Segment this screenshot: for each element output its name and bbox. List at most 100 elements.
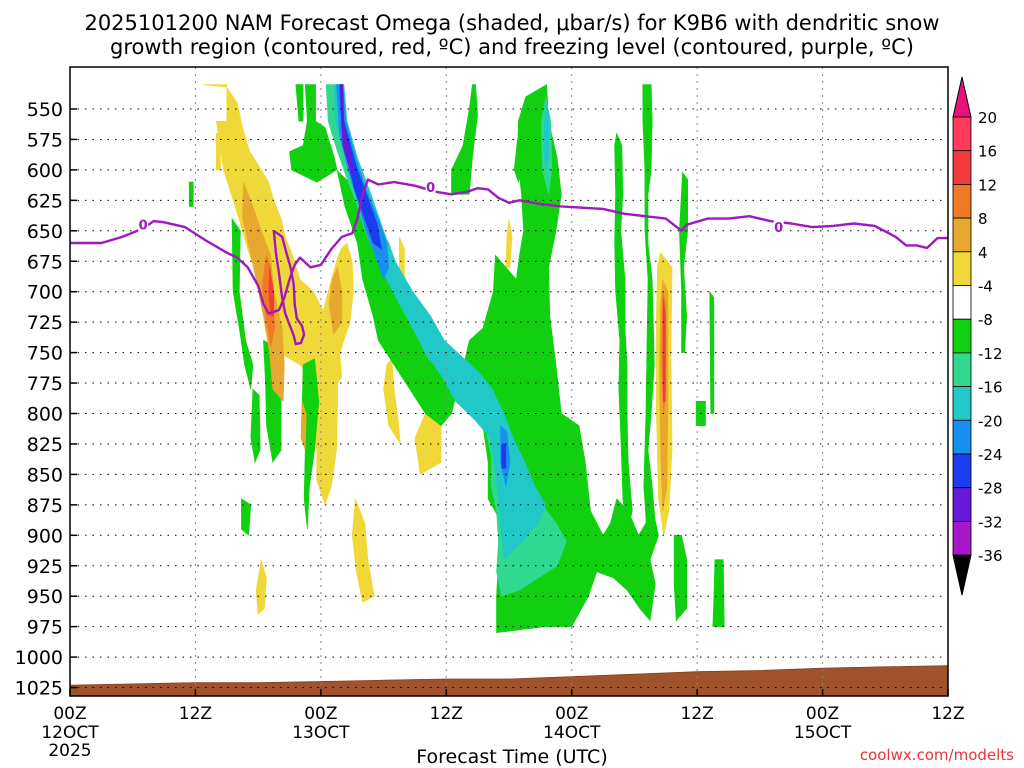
x-date-label-48: 14OCT [543, 723, 601, 743]
contour-label-bg-0 [138, 216, 149, 232]
omega-region-40 [261, 255, 276, 347]
freezing-level-contour [70, 178, 948, 315]
colorbar-label-4: 4 [978, 244, 988, 262]
omega-region-21 [614, 132, 633, 536]
colorbar-label-7: -12 [978, 345, 1003, 363]
colorbar-swatch-5 [952, 285, 972, 320]
contour-layer: 0 0 0 [70, 178, 948, 346]
x-tick-label-60: 12Z [681, 704, 714, 724]
omega-region-19 [679, 171, 689, 353]
omega-region-42 [268, 267, 275, 317]
colorbar-bottom-arrow [952, 554, 972, 596]
surface-terrain-layer [70, 665, 948, 696]
y-tick-label-1025: 1025 [15, 678, 63, 700]
x-tick-label-0: 00Z [53, 704, 86, 724]
omega-shading-layer [188, 84, 725, 634]
colorbar-swatch-1 [952, 150, 972, 185]
y-tick-label-850: 850 [27, 464, 63, 486]
freezing-level-label-0: 0 [139, 219, 148, 234]
omega-region-37 [328, 266, 343, 336]
colorbar-label-6: -8 [978, 311, 993, 329]
y-tick-label-750: 750 [27, 343, 63, 365]
colorbar-label-1: 16 [978, 143, 997, 161]
omega-region-25 [712, 559, 725, 627]
y-tick-label-975: 975 [27, 617, 63, 639]
x-date-label-72: 15OCT [794, 723, 852, 743]
y-tick-label-900: 900 [27, 525, 63, 547]
x-date-label-24: 13OCT [292, 723, 350, 743]
colorbar-swatch-6 [952, 318, 972, 354]
y-tick-label-725: 725 [27, 312, 63, 334]
omega-region-22 [673, 534, 688, 622]
omega-region-35 [340, 84, 355, 177]
y-tick-label-775: 775 [27, 373, 63, 395]
colorbar-swatch-8 [952, 386, 972, 421]
colorbar-swatch-12 [952, 521, 972, 556]
x-axis-label: Forecast Time (UTC) [416, 746, 608, 768]
credit-text[interactable]: coolwx.com/modelts [859, 746, 1014, 764]
y-tick-label-675: 675 [27, 251, 63, 273]
omega-region-17 [451, 84, 478, 195]
y-tick-label-925: 925 [27, 556, 63, 578]
x-tick-label-36: 12Z [430, 704, 463, 724]
y-tick-label-950: 950 [27, 586, 63, 608]
omega-region-18 [642, 84, 656, 537]
omega-region-0 [202, 84, 343, 393]
colorbar-swatch-0 [952, 116, 972, 152]
omega-region-6 [351, 498, 375, 603]
omega-region-11 [295, 84, 304, 122]
omega-region-34 [501, 443, 507, 469]
x-tick-label-72: 00Z [806, 704, 839, 724]
x-tick-label-84: 12Z [931, 704, 964, 724]
colorbar-label-9: -20 [978, 412, 1003, 430]
y-tick-label-600: 600 [27, 160, 63, 182]
x-year-label: 2025 [48, 741, 91, 761]
omega-region-7 [255, 559, 267, 616]
dgz-contour [272, 229, 306, 346]
colorbar-swatch-4 [952, 251, 972, 286]
plot-frame [69, 66, 949, 697]
colorbar-label-3: 8 [978, 210, 988, 228]
colorbar-swatch-2 [952, 183, 972, 219]
contour-label-bg-2 [773, 219, 784, 235]
omega-region-8 [505, 218, 513, 268]
y-tick-label-550: 550 [27, 99, 63, 121]
colorbar-label-10: -24 [978, 446, 1003, 464]
colorbar-label-0: 20 [978, 109, 997, 127]
colorbar-swatch-7 [952, 352, 972, 387]
colorbar: 20 16 12 8 4 -4 -8 -12 -16 -20 -24 -28 -32 -36 [952, 76, 1003, 596]
freezing-level-label-1: 0 [426, 181, 435, 196]
y-tick-label-575: 575 [27, 129, 63, 151]
omega-region-23 [709, 290, 715, 414]
colorbar-swatch-9 [952, 419, 972, 455]
omega-region-2 [312, 242, 354, 506]
colorbar-label-2: 12 [978, 176, 997, 194]
x-tick-label-48: 00Z [555, 704, 588, 724]
omega-region-43 [662, 297, 666, 402]
omega-region-1 [216, 133, 221, 171]
colorbar-swatch-10 [952, 453, 972, 489]
colorbar-label-5: -4 [978, 278, 993, 296]
colorbar-label-8: -16 [978, 379, 1003, 397]
colorbar-label-12: -32 [978, 513, 1003, 531]
colorbar-label-11: -28 [978, 480, 1003, 498]
colorbar-label-13: -36 [978, 547, 1003, 565]
x-tick-label-12: 12Z [179, 704, 212, 724]
colorbar-swatch-11 [952, 487, 972, 522]
y-tick-label-700: 700 [27, 282, 63, 304]
y-tick-label-825: 825 [27, 434, 63, 456]
omega-region-30 [543, 102, 550, 170]
y-tick-label-875: 875 [27, 495, 63, 517]
y-tick-label-800: 800 [27, 404, 63, 426]
surface-terrain [70, 665, 948, 696]
x-date-label-0: 12OCT [41, 723, 99, 743]
omega-region-20 [513, 138, 522, 184]
pressure-axis: 550 575 600 625 650 675 700 725 750 775 800 825 850 8… [15, 99, 77, 700]
colorbar-swatch-3 [952, 217, 972, 253]
chart-title-line-1: 2025101200 NAM Forecast Omega (shaded, μ… [84, 11, 940, 35]
chart-title-line-2: growth region (contoured, red, ºC) and f… [110, 35, 914, 59]
y-tick-label-650: 650 [27, 221, 63, 243]
y-tick-label-625: 625 [27, 190, 63, 212]
x-tick-label-24: 00Z [304, 704, 337, 724]
